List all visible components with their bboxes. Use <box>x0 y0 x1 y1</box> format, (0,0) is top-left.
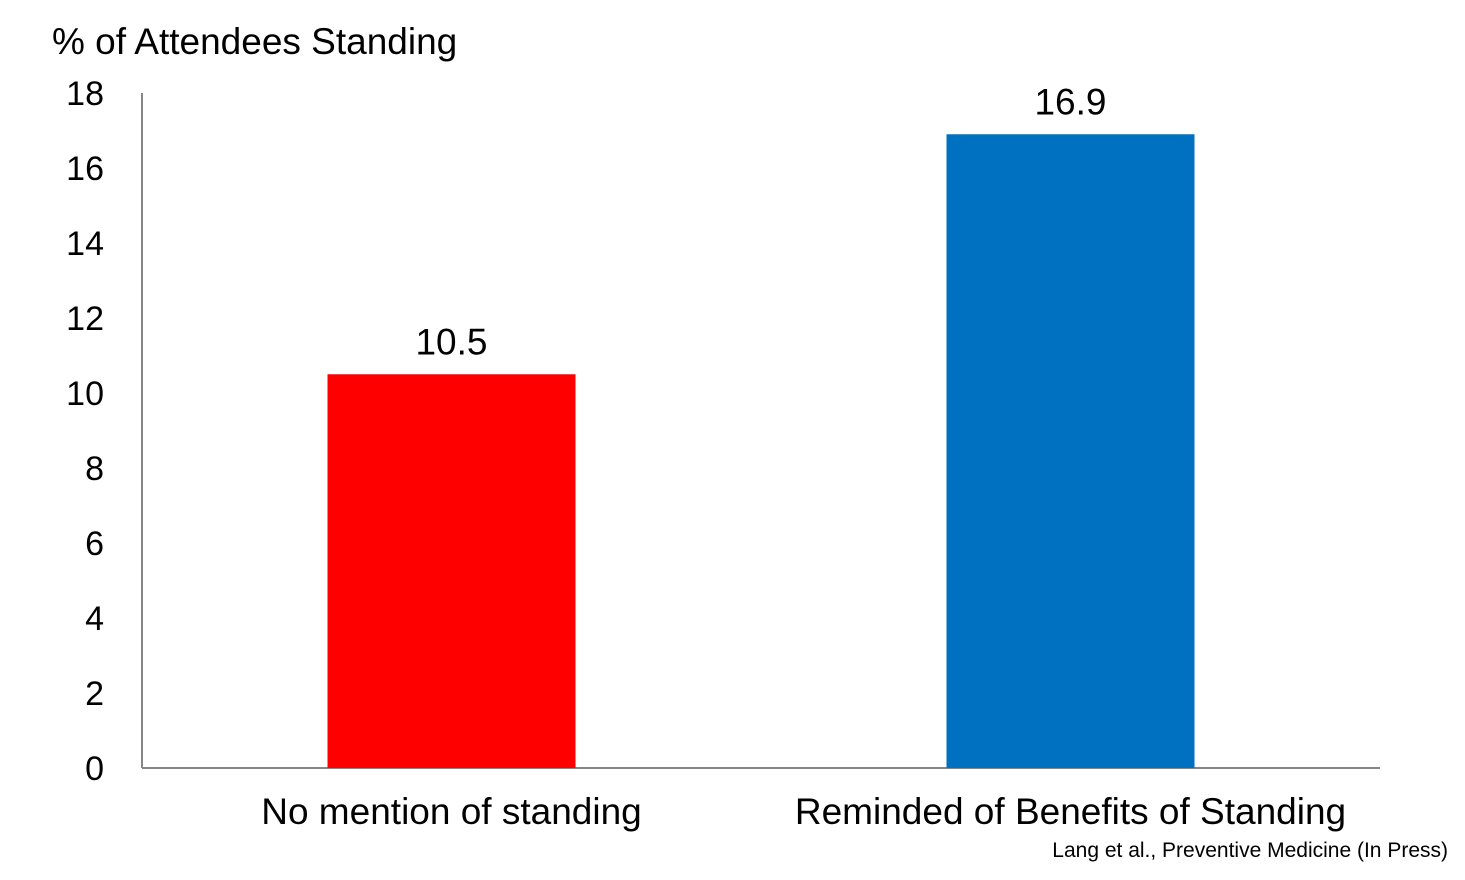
y-tick-label: 10 <box>66 375 104 413</box>
bar <box>946 134 1195 768</box>
y-tick-label: 6 <box>85 525 104 563</box>
y-tick-label: 18 <box>66 75 104 113</box>
data-label: 10.5 <box>415 321 487 362</box>
y-tick-label: 0 <box>85 750 104 788</box>
bars-group <box>327 134 1195 768</box>
source-note: Lang et al., Preventive Medicine (In Pre… <box>1052 839 1448 862</box>
data-label: 16.9 <box>1034 81 1106 122</box>
y-axis-label: % of Attendees Standing <box>52 21 457 62</box>
y-tick-label: 4 <box>85 600 104 638</box>
y-tick-label: 14 <box>66 225 104 263</box>
y-tick-label: 2 <box>85 675 104 713</box>
data-labels-group: 10.5 16.9 <box>415 81 1106 362</box>
category-labels-group: No mention of standing Reminded of Benefi… <box>261 791 1346 832</box>
y-tick-label: 8 <box>85 450 104 488</box>
bar <box>327 374 576 768</box>
category-label: No mention of standing <box>261 791 642 832</box>
y-tick-label: 16 <box>66 150 104 188</box>
y-axis-ticks: 0 2 4 6 8 10 12 14 16 18 <box>66 75 104 788</box>
category-label: Reminded of Benefits of Standing <box>795 791 1346 832</box>
y-tick-label: 12 <box>66 300 104 338</box>
